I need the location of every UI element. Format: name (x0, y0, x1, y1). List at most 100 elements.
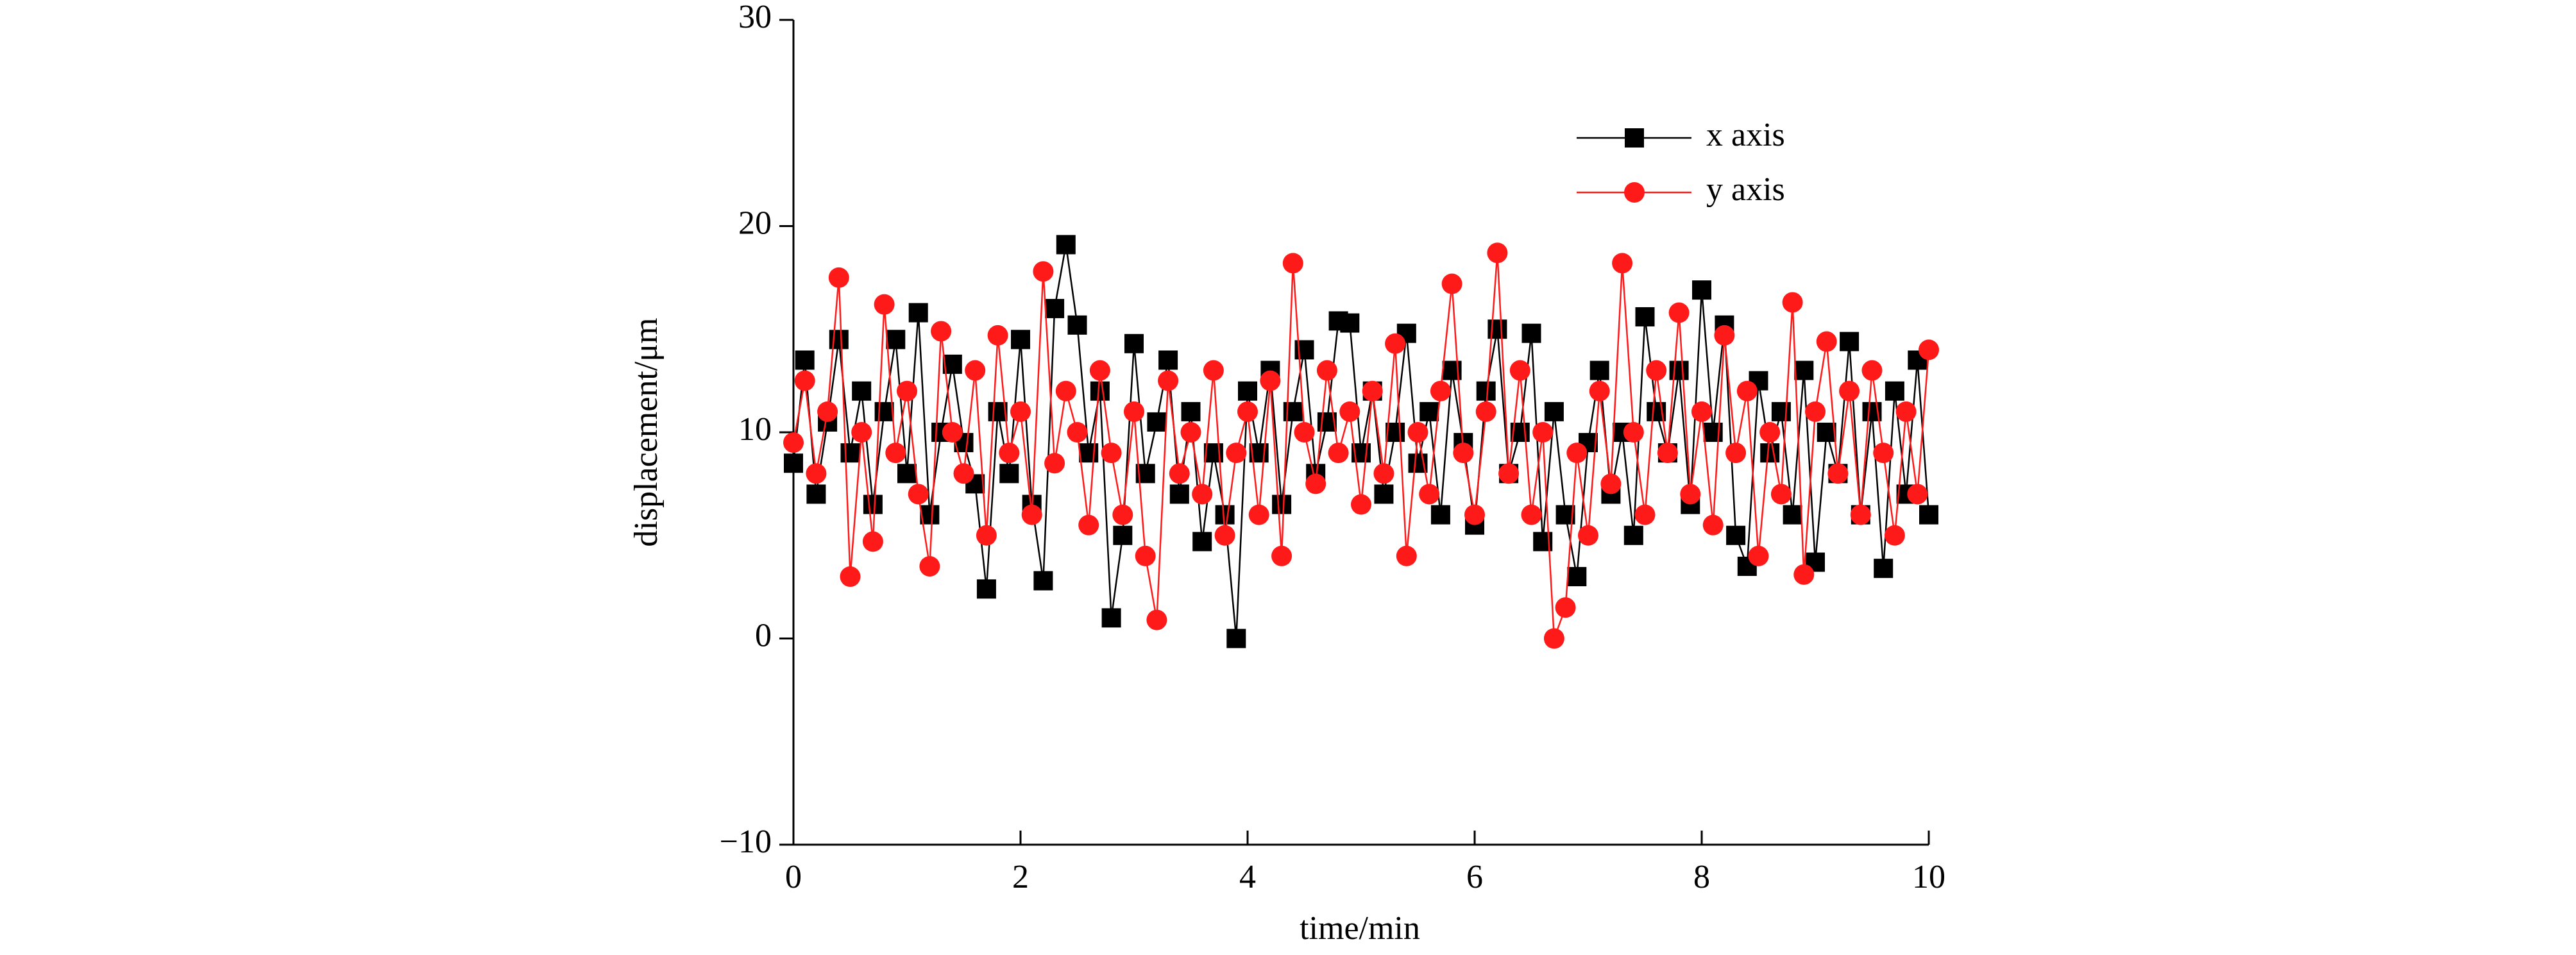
data-point (1282, 253, 1303, 274)
data-point (908, 303, 928, 323)
data-point (874, 294, 895, 315)
data-point (987, 325, 1008, 346)
data-point (1691, 401, 1712, 422)
data-point (1181, 401, 1201, 421)
data-point (1430, 380, 1451, 401)
data-point (1351, 494, 1371, 515)
data-point (1532, 422, 1554, 443)
data-point (1055, 380, 1076, 401)
data-point (1771, 401, 1791, 421)
data-point (1600, 473, 1622, 494)
data-point (1509, 360, 1530, 381)
data-point (1078, 514, 1099, 536)
data-point (1101, 443, 1122, 464)
data-point (897, 380, 917, 401)
legend-marker (1625, 128, 1644, 148)
data-point (1158, 370, 1179, 391)
data-point (1782, 292, 1803, 313)
data-point (1919, 339, 1939, 360)
data-point (1089, 360, 1110, 381)
data-point (1874, 559, 1894, 579)
data-point (1668, 302, 1690, 323)
data-point (1817, 423, 1836, 442)
data-point (852, 381, 872, 401)
data-point (1657, 443, 1678, 464)
data-point (1680, 484, 1701, 505)
y-tick-label: −10 (720, 824, 772, 860)
data-point (1635, 307, 1655, 326)
x-axis-label: time/min (1300, 910, 1420, 947)
data-point (874, 401, 894, 421)
data-point (1702, 514, 1724, 536)
data-point (1714, 325, 1735, 346)
data-point (965, 360, 986, 381)
x-tick-label: 0 (785, 859, 802, 895)
data-point (1805, 401, 1826, 422)
data-point (828, 267, 849, 288)
data-point (1827, 463, 1849, 484)
data-point (1692, 280, 1711, 300)
data-point (1294, 422, 1315, 443)
data-point (1011, 330, 1030, 350)
data-point (1067, 315, 1087, 335)
data-point (1374, 484, 1394, 504)
data-point (1328, 443, 1349, 464)
data-point (1101, 608, 1121, 628)
data-point (897, 464, 917, 484)
data-point (1407, 422, 1428, 443)
data-point (1498, 463, 1520, 484)
data-point (1793, 564, 1815, 585)
data-point (1839, 380, 1860, 401)
legend-label: x axis (1706, 117, 1785, 153)
x-tick-label: 10 (1912, 859, 1945, 895)
data-point (1396, 545, 1417, 566)
data-point (1476, 381, 1496, 401)
data-point (886, 330, 906, 350)
data-point (1112, 504, 1133, 525)
data-point (1260, 370, 1281, 391)
legend-marker (1624, 182, 1645, 203)
data-point (1430, 505, 1450, 525)
data-point (931, 321, 952, 342)
data-point (1873, 443, 1894, 464)
data-point (1566, 443, 1588, 464)
data-point (1623, 422, 1644, 443)
data-point (1726, 525, 1746, 545)
data-point (1067, 422, 1088, 443)
data-point (829, 330, 849, 350)
data-point (953, 463, 974, 484)
y-tick-label: 30 (738, 0, 772, 35)
data-point (1907, 484, 1928, 505)
data-point (908, 484, 929, 505)
x-tick-label: 6 (1466, 859, 1483, 895)
data-point (1362, 380, 1383, 401)
data-point (999, 443, 1020, 464)
data-point (1453, 443, 1474, 464)
data-point (976, 525, 997, 546)
data-point (1760, 443, 1780, 463)
data-point (1895, 401, 1917, 422)
data-point (1487, 242, 1508, 264)
data-point (1010, 401, 1031, 422)
data-point (1623, 525, 1643, 545)
data-point (1272, 494, 1292, 514)
data-point (1646, 360, 1667, 381)
data-point (1861, 360, 1883, 381)
data-point (1124, 334, 1144, 353)
data-point (1725, 443, 1747, 464)
data-point (1135, 545, 1156, 566)
data-point (1794, 360, 1814, 380)
data-point (1589, 360, 1609, 380)
x-tick-label: 4 (1239, 859, 1256, 895)
data-point (885, 443, 906, 464)
data-point (840, 566, 861, 587)
data-point (1305, 473, 1326, 494)
data-point (1441, 273, 1462, 294)
data-point (1056, 235, 1076, 255)
y-tick-label: 0 (755, 617, 772, 654)
data-point (1419, 484, 1440, 505)
data-point (1226, 629, 1246, 648)
data-point (784, 453, 803, 473)
